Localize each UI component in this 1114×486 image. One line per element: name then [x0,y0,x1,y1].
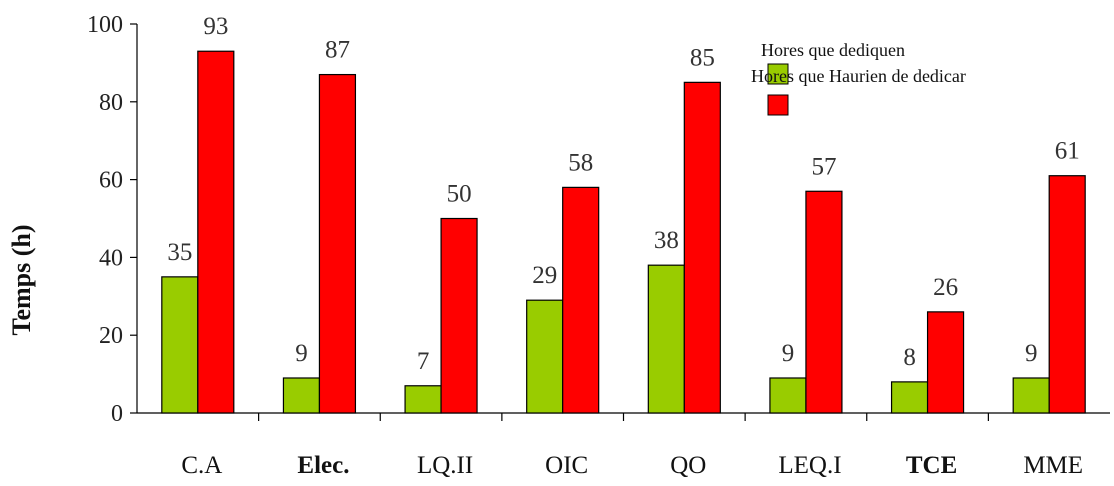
legend: Hores que dediquen Hores que Haurien de d… [751,40,966,116]
bar-hores-que-dediquen-elec [282,377,321,414]
bar-hores-que-haurien-de-dedicar-tce [926,311,965,414]
y-axis-title: Temps (h) [7,224,36,335]
data-label: 85 [690,44,715,71]
data-label: 61 [1055,138,1080,165]
data-label: 29 [532,262,557,289]
data-label: 35 [167,239,192,266]
bar-hores-que-dediquen-c-a [161,276,199,414]
bar-hores-que-haurien-de-dedicar-c-a [197,50,235,414]
bar-hores-que-haurien-de-dedicar-oic [562,186,600,414]
bar-hores-que-dediquen-tce [890,381,929,414]
y-tick-label: 20 [99,323,123,349]
x-tick-label: OIC [545,452,588,479]
bar-hores-que-dediquen-oic [526,299,564,414]
bar-hores-que-haurien-de-dedicar-lq-ii [440,217,478,414]
data-label: 7 [417,348,430,375]
x-tick-label: LEQ.I [778,452,841,479]
data-label: 8 [903,344,916,371]
bar-hores-que-dediquen-leq-i [769,377,807,414]
data-label: 9 [295,340,308,367]
legend-label-hores-que-dediquen: Hores que dediquen [761,40,905,60]
data-label: 87 [325,37,350,64]
data-label: 58 [568,149,593,176]
x-tick-label: LQ.II [417,452,473,479]
bar-hores-que-dediquen-mme [1012,377,1050,414]
data-label: 9 [782,340,795,367]
x-tick-label: C.A [181,452,222,479]
data-label: 57 [811,153,836,180]
axes: 0 20 40 60 80 100 C.A Elec. LQ.II OIC QO LEQ.I TCE MM… [87,12,1110,479]
x-tick-label: MME [1023,452,1083,479]
bars [161,50,1086,414]
y-tick-label: 100 [87,12,123,38]
data-label: 93 [203,13,228,40]
data-label: 26 [933,274,958,301]
bar-hores-que-haurien-de-dedicar-leq-i [805,190,843,414]
y-tick-label: 80 [99,90,123,116]
y-tick-label: 60 [99,168,123,194]
bar-hores-que-haurien-de-dedicar-qo [683,81,721,414]
y-tick-label: 40 [99,245,123,271]
data-labels: 35 93 9 87 7 50 29 58 38 85 9 57 8 26 9 61 [167,13,1079,375]
data-label: 9 [1025,340,1038,367]
x-tick-label: TCE [906,452,957,479]
data-label: 38 [654,227,679,254]
bar-hores-que-haurien-de-dedicar-mme [1048,175,1086,414]
bar-hores-que-haurien-de-dedicar-elec [318,73,357,414]
x-tick-label: Elec. [297,452,349,479]
data-label: 50 [447,181,472,208]
legend-swatch-hores-que-dediquen [767,63,789,85]
legend-label-hores-que-haurien-de-dedicar: Hores que Haurien de dedicar [751,66,966,86]
y-tick-label: 0 [111,401,123,427]
x-tick-label: QO [670,452,706,479]
bar-hores-que-dediquen-lq-ii [404,385,442,414]
legend-swatch-hores-que-haurien-de-dedicar [767,94,789,116]
bar-hores-que-dediquen-qo [647,264,685,414]
